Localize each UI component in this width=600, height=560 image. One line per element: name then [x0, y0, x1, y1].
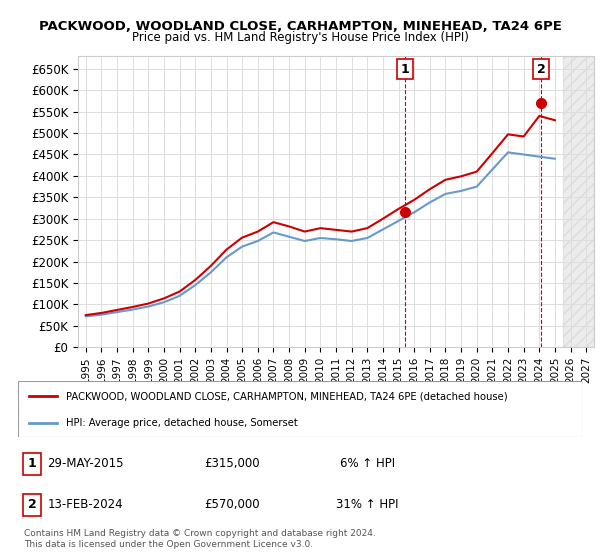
Text: 1: 1: [28, 458, 37, 470]
Text: 29-MAY-2015: 29-MAY-2015: [47, 458, 124, 470]
FancyBboxPatch shape: [18, 381, 582, 437]
Text: 2: 2: [537, 63, 545, 76]
Text: £570,000: £570,000: [205, 498, 260, 511]
Text: £315,000: £315,000: [205, 458, 260, 470]
Text: 6% ↑ HPI: 6% ↑ HPI: [340, 458, 395, 470]
Text: Contains HM Land Registry data © Crown copyright and database right 2024.
This d: Contains HM Land Registry data © Crown c…: [24, 529, 376, 549]
Text: HPI: Average price, detached house, Somerset: HPI: Average price, detached house, Some…: [66, 418, 298, 428]
Text: 31% ↑ HPI: 31% ↑ HPI: [337, 498, 399, 511]
Bar: [563, 56, 594, 347]
Text: PACKWOOD, WOODLAND CLOSE, CARHAMPTON, MINEHEAD, TA24 6PE (detached house): PACKWOOD, WOODLAND CLOSE, CARHAMPTON, MI…: [66, 391, 508, 402]
Text: Price paid vs. HM Land Registry's House Price Index (HPI): Price paid vs. HM Land Registry's House …: [131, 31, 469, 44]
Text: PACKWOOD, WOODLAND CLOSE, CARHAMPTON, MINEHEAD, TA24 6PE: PACKWOOD, WOODLAND CLOSE, CARHAMPTON, MI…: [38, 20, 562, 32]
Text: 13-FEB-2024: 13-FEB-2024: [48, 498, 124, 511]
Text: 1: 1: [401, 63, 409, 76]
Text: 2: 2: [28, 498, 37, 511]
